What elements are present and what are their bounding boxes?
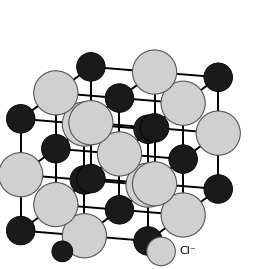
Circle shape	[42, 134, 70, 163]
Circle shape	[140, 114, 169, 142]
Circle shape	[126, 163, 170, 207]
Circle shape	[69, 101, 113, 145]
Circle shape	[97, 132, 142, 176]
Circle shape	[169, 145, 197, 174]
Circle shape	[134, 115, 162, 144]
Circle shape	[6, 216, 35, 245]
Circle shape	[105, 196, 134, 224]
Circle shape	[204, 63, 232, 91]
Circle shape	[52, 241, 73, 262]
Text: Na⁺: Na⁺	[81, 246, 101, 256]
Text: Cl⁻: Cl⁻	[179, 246, 196, 256]
Circle shape	[196, 111, 240, 155]
Circle shape	[132, 50, 177, 94]
Circle shape	[161, 81, 205, 125]
Circle shape	[0, 153, 43, 197]
Circle shape	[34, 182, 78, 227]
Circle shape	[77, 164, 105, 193]
Circle shape	[161, 193, 205, 237]
Circle shape	[204, 175, 232, 203]
Circle shape	[134, 227, 162, 255]
Circle shape	[105, 84, 134, 112]
Circle shape	[62, 214, 107, 258]
Circle shape	[62, 102, 107, 146]
Circle shape	[6, 105, 35, 133]
Circle shape	[34, 71, 78, 115]
Circle shape	[147, 237, 175, 266]
Circle shape	[70, 166, 99, 194]
Circle shape	[132, 162, 177, 206]
Circle shape	[77, 52, 105, 81]
